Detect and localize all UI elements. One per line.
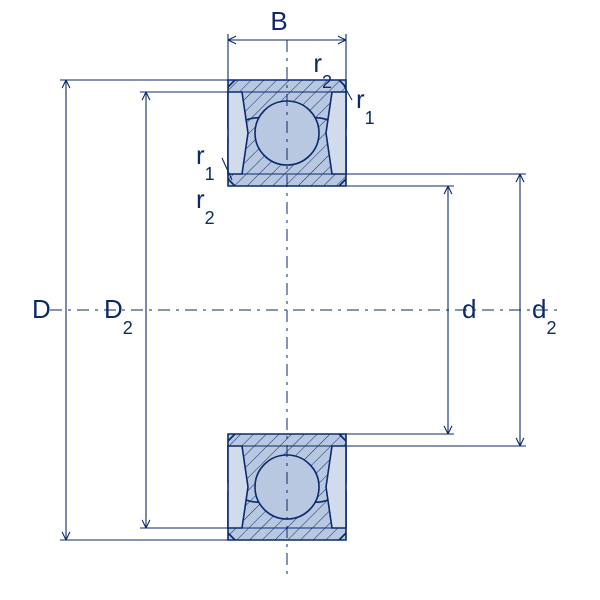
label-r1-left: r1 bbox=[196, 140, 215, 184]
label-B: B bbox=[270, 6, 287, 36]
label-d2: d2 bbox=[532, 294, 556, 338]
label-d: d bbox=[462, 294, 476, 324]
label-D: D bbox=[32, 294, 51, 324]
label-r1-right: r1 bbox=[356, 84, 375, 128]
label-r2-left: r2 bbox=[196, 184, 215, 228]
label-D2: D2 bbox=[104, 294, 133, 338]
bearing-diagram: BDD2dd2r2r1r1r2 bbox=[0, 0, 600, 600]
